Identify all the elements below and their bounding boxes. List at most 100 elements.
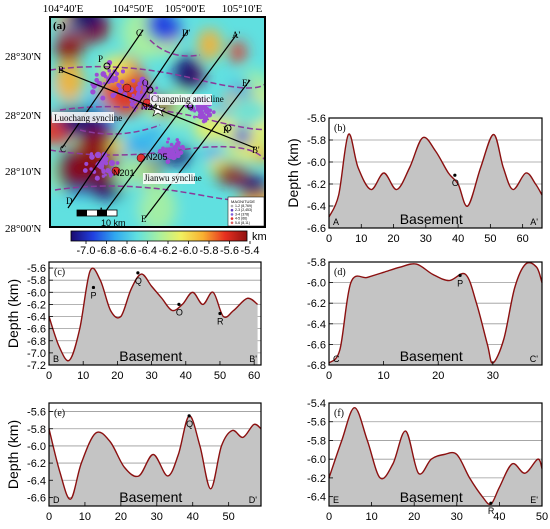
earthquake-dot xyxy=(100,95,106,101)
earthquake-dot xyxy=(157,148,163,154)
y-tick-label: -6.2 xyxy=(307,179,326,191)
earthquake-dot xyxy=(165,159,171,164)
earthquake-dot xyxy=(112,75,119,82)
colorbar-tick: -6.4 xyxy=(138,245,157,257)
profile-line xyxy=(144,79,251,219)
x-tick-label: 40 xyxy=(187,511,199,523)
profile-point xyxy=(453,173,457,177)
earthquake-dot xyxy=(133,100,137,104)
y-tick-label: -6.4 xyxy=(27,312,46,324)
profile-point xyxy=(218,311,222,316)
point-label-r: R xyxy=(223,125,229,135)
earthquake-dot xyxy=(100,158,106,165)
anomaly-blob xyxy=(197,28,223,61)
station-label: N201 xyxy=(113,168,135,178)
profile-point xyxy=(91,285,96,290)
earthquake-dot xyxy=(100,71,107,78)
profile-point-label: P xyxy=(457,278,463,288)
earthquake-dot xyxy=(167,137,171,141)
station-label: N205 xyxy=(146,152,168,162)
earthquake-dot xyxy=(176,140,181,145)
panel-label: (b) xyxy=(334,123,346,134)
profile-point xyxy=(489,501,493,505)
x-tick-label: 20 xyxy=(387,233,399,245)
profile-end-label: E xyxy=(141,214,147,224)
x-tick-label: 20 xyxy=(115,511,127,523)
earthquake-dot xyxy=(90,89,96,95)
point-label-p: P xyxy=(98,54,103,64)
profile-end-label: C' xyxy=(136,28,144,38)
x-tick-label: 50 xyxy=(214,370,226,382)
earthquake-dot xyxy=(117,88,124,94)
profile-end-label: A' xyxy=(530,217,538,227)
profile-point-label: P xyxy=(90,290,96,300)
x-tick-label: 40 xyxy=(180,370,192,382)
earthquake-dot xyxy=(129,101,135,107)
x-tick-label: 0 xyxy=(326,370,332,382)
y-tick-label: -6.4 xyxy=(27,475,46,487)
earthquake-dot xyxy=(180,144,185,150)
colorbar: -7.0 -6.8 -6.6 -6.4 -6.2 -6.0 -5.8 -5.6 -5.4 km xyxy=(70,230,267,257)
plot-frame xyxy=(48,402,262,507)
colorbar-tick: -6.6 xyxy=(118,245,137,257)
profile-end-label: D' xyxy=(249,495,257,505)
x-tick-label: 30 xyxy=(151,511,163,523)
earthquake-dot xyxy=(155,86,159,90)
basement-depth-line xyxy=(328,261,543,364)
x-tick-label: 20 xyxy=(432,370,444,382)
x-tick-label: 50 xyxy=(536,511,548,523)
earthquake-dot xyxy=(175,138,180,142)
y-tick-label: -6.2 xyxy=(27,458,46,470)
y-axis-label: Depth (km) xyxy=(285,138,301,207)
y-axis-label: Depth (km) xyxy=(5,420,21,489)
profile-start-label: A xyxy=(333,217,339,227)
fault-line xyxy=(79,124,161,135)
basement-depth-line xyxy=(328,406,543,506)
legend-item-label: 1-2 (8,769) xyxy=(235,204,252,208)
earthquake-dot xyxy=(102,82,106,85)
panel-label: (c) xyxy=(54,267,65,278)
x-tick-label: 0 xyxy=(46,511,52,523)
point-label-q: Q xyxy=(142,78,149,88)
profile-line xyxy=(61,29,144,149)
earthquake-dot xyxy=(109,174,113,178)
basement-label: Basement xyxy=(400,211,463,227)
colorbar-tick: -6.8 xyxy=(97,245,116,257)
basement-label: Basement xyxy=(119,489,182,505)
lon-tick: 104°40'E xyxy=(43,3,84,15)
profile-point-marker xyxy=(103,62,111,70)
basement-depth-line xyxy=(48,267,259,362)
colorbar-ramp xyxy=(70,230,248,242)
legend-symbol xyxy=(230,208,234,212)
plot-frame xyxy=(328,117,543,229)
y-tick-label: -6.0 xyxy=(27,441,46,453)
anomaly-blob xyxy=(252,147,265,164)
profile-start-label: D xyxy=(53,495,60,505)
earthquake-dot xyxy=(94,77,100,83)
depth-profile-chart: -5.6-5.8-6.0-6.2-6.4-6.6-6.8-7.0-7.20 10 2… xyxy=(5,261,262,382)
lat-tick: 28°30'N xyxy=(5,51,41,63)
legend-item-label: 4-5 (66) xyxy=(235,217,247,221)
x-tick-label: 30 xyxy=(420,233,432,245)
anomaly-blob xyxy=(193,112,227,143)
y-tick-label: -6.4 xyxy=(307,319,326,331)
y-tick-label: -5.6 xyxy=(27,263,46,275)
earthquake-dot xyxy=(83,168,87,173)
earthquake-dot xyxy=(163,152,170,159)
anomaly-blob xyxy=(150,17,182,44)
x-tick-label: 10 xyxy=(77,370,89,382)
basement-area xyxy=(49,268,258,365)
x-tick-label: 40 xyxy=(493,511,505,523)
earthquake-dot xyxy=(135,85,142,92)
lon-tick: 105°00'E xyxy=(165,3,206,15)
earthquake-dot xyxy=(169,142,174,147)
earthquake-dot xyxy=(117,84,122,89)
x-tick-label: 0 xyxy=(326,233,332,245)
earthquake-dot xyxy=(137,81,143,87)
basement-depth-line xyxy=(328,133,543,218)
earthquake-dot xyxy=(103,173,107,177)
earthquake-dot xyxy=(106,60,113,66)
earthquake-dot xyxy=(120,69,126,74)
earthquake-dot xyxy=(89,167,93,171)
